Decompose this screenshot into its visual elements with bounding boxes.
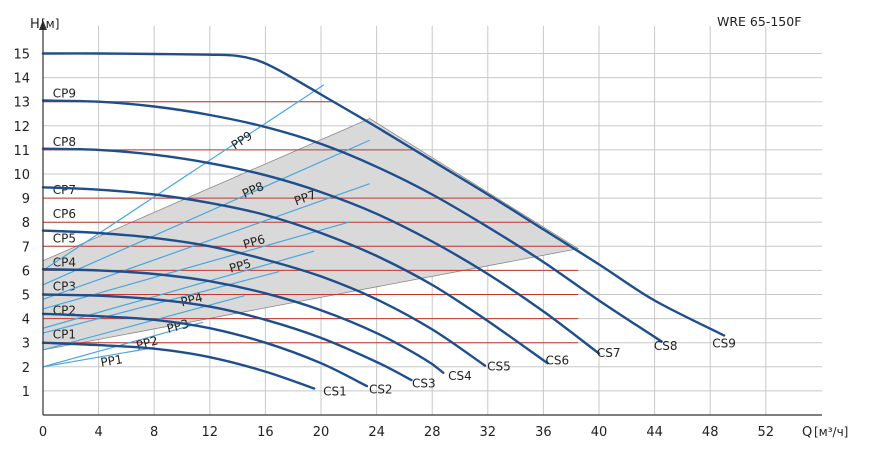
axes [39,20,822,416]
pp-line [42,346,155,368]
y-axis-arrow-icon [39,20,47,30]
y-axis-unit: [м] [41,17,59,31]
y-tick-label: 14 [13,72,30,87]
cs-curve [41,186,549,365]
y-tick-label: 13 [13,96,30,111]
y-tick-label: 3 [22,337,30,352]
pp-label: PP5 [228,256,253,276]
cp-label: CP4 [53,255,76,269]
pp-label: PP6 [242,232,267,251]
cs-curve [41,52,726,337]
x-tick-label: 36 [535,425,552,440]
cs-label: CS2 [369,382,393,396]
x-tick-label: 44 [646,425,663,440]
cs-curves: CS1 CS2 CS3 CS4 CS5 CS6 CS7 CS8 CS9 [41,52,736,399]
pp-line [42,84,325,271]
labels: WRE 65-150F H [м] Q [м³/ч] [30,14,848,440]
pp-label: PP9 [229,129,255,153]
x-tick-label: 24 [368,425,385,440]
cp-label: CP8 [53,135,76,149]
cs-curve [41,229,487,367]
x-tick-label: 8 [150,425,158,440]
cp-label: CP5 [53,231,76,245]
x-axis-label: Q [802,425,812,440]
y-tick-label: 15 [13,48,30,63]
cs-curve [41,268,445,374]
cs-label: CS8 [654,339,678,353]
x-tick-label: 0 [39,425,47,440]
cs-label: CS1 [323,385,347,399]
cs-curve [41,147,601,355]
x-axis-unit: [м³/ч] [814,425,848,439]
pp-line [42,139,370,286]
cp-label: CP9 [53,87,76,101]
y-tick-label: 4 [22,313,30,328]
pp-label: PP7 [292,188,318,209]
cs-curve [41,99,663,343]
y-tick-label: 5 [22,289,30,304]
y-tick-label: 10 [13,168,30,183]
y-tick-label: 7 [22,240,30,255]
y-tick-label: 1 [22,385,30,400]
cp-label: CP7 [53,183,76,197]
y-tick-label: 6 [22,264,30,279]
y-tick-label: 12 [13,120,30,135]
y-tick-label: 9 [22,192,30,207]
x-tick-label: 52 [758,425,775,440]
x-tick-label: 48 [702,425,719,440]
x-tick-label: 40 [591,425,608,440]
pp-line [42,271,280,334]
pp-label: PP1 [100,352,124,370]
cs-label: CS3 [412,376,436,390]
pp-line [42,295,245,351]
x-tick-label: 28 [424,425,441,440]
cs-curve [41,341,316,390]
cp-label: CP1 [53,328,76,342]
x-tick-label: 32 [480,425,497,440]
pp-line [42,321,204,368]
y-tick-label: 2 [22,361,30,376]
x-tick-label: 4 [94,425,102,440]
cs-curve [41,312,369,388]
cp-label: CP6 [53,207,76,221]
cs-label: CS4 [448,369,472,383]
cs-label: CS5 [487,359,511,373]
pp-line [42,183,370,300]
y-tick-label: 11 [13,144,30,159]
x-tick-label: 16 [257,425,274,440]
cs-label: CS9 [712,337,736,351]
y-tick-label: 8 [22,216,30,231]
ticks: 0 4 8 12 16 20 24 28 32 36 40 44 48 52123456789101112… [13,48,774,441]
cs-label: CS6 [545,353,569,367]
x-tick-label: 20 [313,425,330,440]
x-tick-label: 12 [202,425,219,440]
chart-title: WRE 65-150F [717,14,801,29]
cs-curve [41,293,413,382]
y-axis-label: H [30,17,40,32]
cs-label: CS7 [597,346,621,360]
